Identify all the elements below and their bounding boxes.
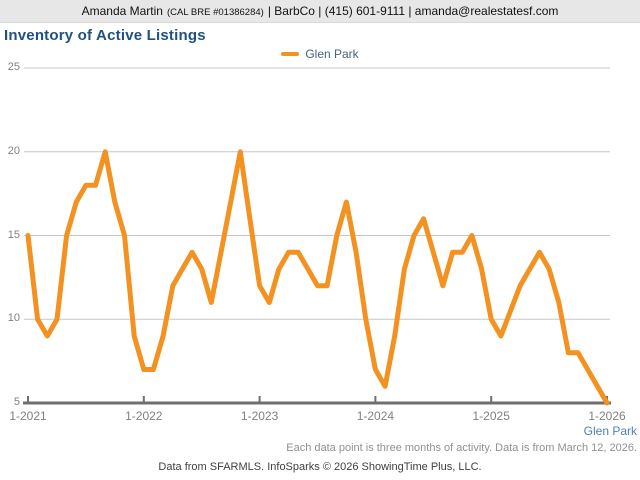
- y-tick-label: 10: [7, 312, 20, 325]
- x-tick-label: 1-2023: [240, 409, 279, 423]
- legend-series-label[interactable]: Glen Park: [305, 47, 359, 61]
- chart-legend: Glen Park: [0, 46, 640, 62]
- data-point-note: Each data point is three months of activ…: [286, 442, 637, 454]
- agent-name: Amanda Martin: [81, 4, 163, 18]
- x-tick-label: 1-2022: [125, 409, 163, 423]
- y-tick-label: 5: [13, 396, 20, 408]
- agent-contact: | BarbCo | (415) 601-9111 | amanda@reale…: [267, 4, 559, 18]
- x-tick-label: 1-2025: [472, 409, 510, 423]
- series-caption[interactable]: Glen Park: [583, 424, 637, 438]
- source-credit: Data from SFARMLS. InfoSparks © 2026 Sho…: [158, 461, 482, 473]
- y-tick-label: 15: [7, 228, 20, 241]
- x-tick-label: 1-2026: [588, 409, 626, 423]
- series-color-swatch: [281, 52, 300, 56]
- x-tick-label: 1-2021: [9, 409, 47, 423]
- agent-license: (CAL BRE #01386284): [166, 6, 264, 18]
- y-tick-label: 20: [7, 144, 20, 157]
- y-tick-label: 25: [7, 61, 20, 73]
- page-title: Inventory of Active Listings: [4, 27, 206, 44]
- agent-header-bar: Amanda Martin (CAL BRE #01386284) | Barb…: [0, 0, 640, 23]
- x-tick-label: 1-2024: [356, 409, 395, 423]
